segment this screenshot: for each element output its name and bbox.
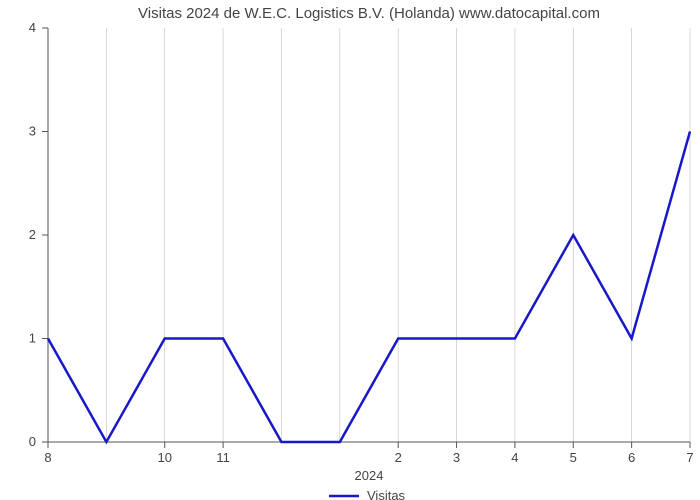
y-tick-label: 0 xyxy=(29,434,36,449)
x-tick-label: 11 xyxy=(216,450,230,465)
legend-label: Visitas xyxy=(367,488,406,500)
x-axis-label: 2024 xyxy=(355,468,384,483)
y-tick-label: 4 xyxy=(29,20,36,35)
x-tick-label: 2 xyxy=(395,450,402,465)
line-chart: 0 1 2 3 4 8 10 11 2 3 4 5 6 7 Visitas 2024 de W.E.C. L… xyxy=(0,0,700,500)
y-tick-label: 2 xyxy=(29,227,36,242)
y-tick-label: 3 xyxy=(29,124,36,139)
x-tick-label: 8 xyxy=(44,450,51,465)
y-tick-label: 1 xyxy=(29,331,36,346)
x-tick-label: 3 xyxy=(453,450,460,465)
x-tick-label: 4 xyxy=(511,450,518,465)
x-tick-label: 5 xyxy=(570,450,577,465)
x-tick-label: 7 xyxy=(686,450,693,465)
x-tick-label: 6 xyxy=(628,450,635,465)
chart-title: Visitas 2024 de W.E.C. Logistics B.V. (H… xyxy=(138,5,600,22)
x-tick-label: 10 xyxy=(157,450,171,465)
